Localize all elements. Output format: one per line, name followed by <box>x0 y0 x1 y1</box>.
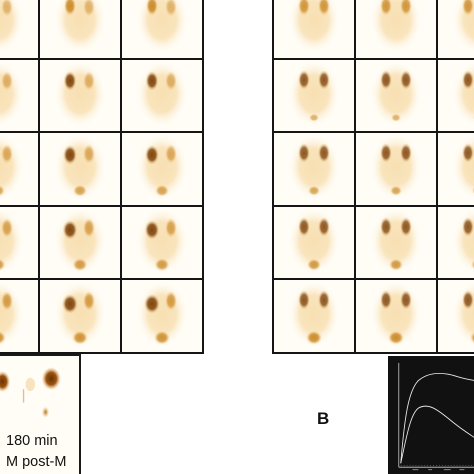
scan-frame-image <box>452 207 474 275</box>
renogram-curve-svg <box>398 362 474 471</box>
scan-frame <box>0 206 38 279</box>
scan-frame <box>438 133 474 205</box>
scan-frame-image <box>0 206 24 275</box>
scan-frame <box>40 133 120 205</box>
scan-frame <box>0 0 38 58</box>
renogram-curve-plot <box>388 356 474 474</box>
scan-frame <box>438 280 474 352</box>
scan-frame <box>356 206 436 279</box>
scan-frame-image <box>288 206 340 275</box>
scan-frame-image <box>0 133 24 201</box>
scan-frame-image <box>136 0 188 54</box>
static-renal-image <box>0 367 61 418</box>
scan-frame-image <box>452 60 474 127</box>
scan-frame-image <box>452 280 474 348</box>
curve-upper-trace <box>400 373 474 464</box>
scan-frame <box>40 59 120 132</box>
scan-frame-image <box>452 0 474 54</box>
scan-frame-image <box>452 133 474 201</box>
scan-frame <box>356 280 436 352</box>
scan-frame-image <box>370 0 422 54</box>
scan-frame-image <box>288 133 340 201</box>
scan-frame <box>438 59 474 132</box>
scan-frame <box>122 206 202 279</box>
scan-frame <box>122 59 202 132</box>
panel-a-static-images <box>0 354 81 474</box>
scan-frame <box>40 280 120 352</box>
scan-frame-image <box>136 206 188 275</box>
scan-frame <box>356 0 436 58</box>
scan-frame-image <box>0 280 24 348</box>
scan-frame <box>438 206 474 279</box>
scan-frame-image <box>370 133 422 201</box>
scan-frame <box>122 0 202 58</box>
scan-frame <box>0 59 38 132</box>
panel-a-frame-grid <box>0 0 204 354</box>
scan-frame-image <box>54 206 106 275</box>
scan-frame-image <box>288 0 340 54</box>
panel-label-b: B <box>317 409 330 428</box>
scan-frame-image <box>136 133 188 201</box>
panel-b-frame-grid <box>272 0 474 354</box>
scan-frame-image <box>54 133 106 201</box>
scan-frame <box>274 133 354 205</box>
scan-frame <box>0 133 38 205</box>
scan-frame-image <box>0 0 24 54</box>
scan-frame-image <box>288 59 340 128</box>
scan-frame <box>122 280 202 352</box>
scan-frame-image <box>370 59 422 128</box>
scan-frame <box>274 0 354 58</box>
scan-frame-image <box>54 280 106 349</box>
scan-frame-image <box>54 59 106 128</box>
scan-frame-image <box>370 206 422 275</box>
scan-frame <box>356 59 436 132</box>
scan-frame-image <box>54 0 106 54</box>
curve-tick-marks <box>412 469 465 471</box>
curve-lower-trace <box>400 405 474 464</box>
scan-frame-image <box>136 59 188 128</box>
scan-frame-image <box>136 280 188 349</box>
scan-frame <box>274 206 354 279</box>
scan-frame-image <box>0 59 24 128</box>
scan-frame <box>122 133 202 205</box>
scan-frame-image <box>288 280 340 349</box>
scan-frame <box>0 280 38 352</box>
scan-frame <box>438 0 474 58</box>
scan-frame <box>40 0 120 58</box>
scan-frame <box>356 133 436 205</box>
scan-frame <box>274 59 354 132</box>
scan-frame <box>40 206 120 279</box>
frame-caption-phase: M post-M <box>6 454 67 470</box>
frame-caption-time: 180 min <box>6 433 58 449</box>
scan-frame-image <box>370 280 422 349</box>
scan-frame <box>274 280 354 352</box>
